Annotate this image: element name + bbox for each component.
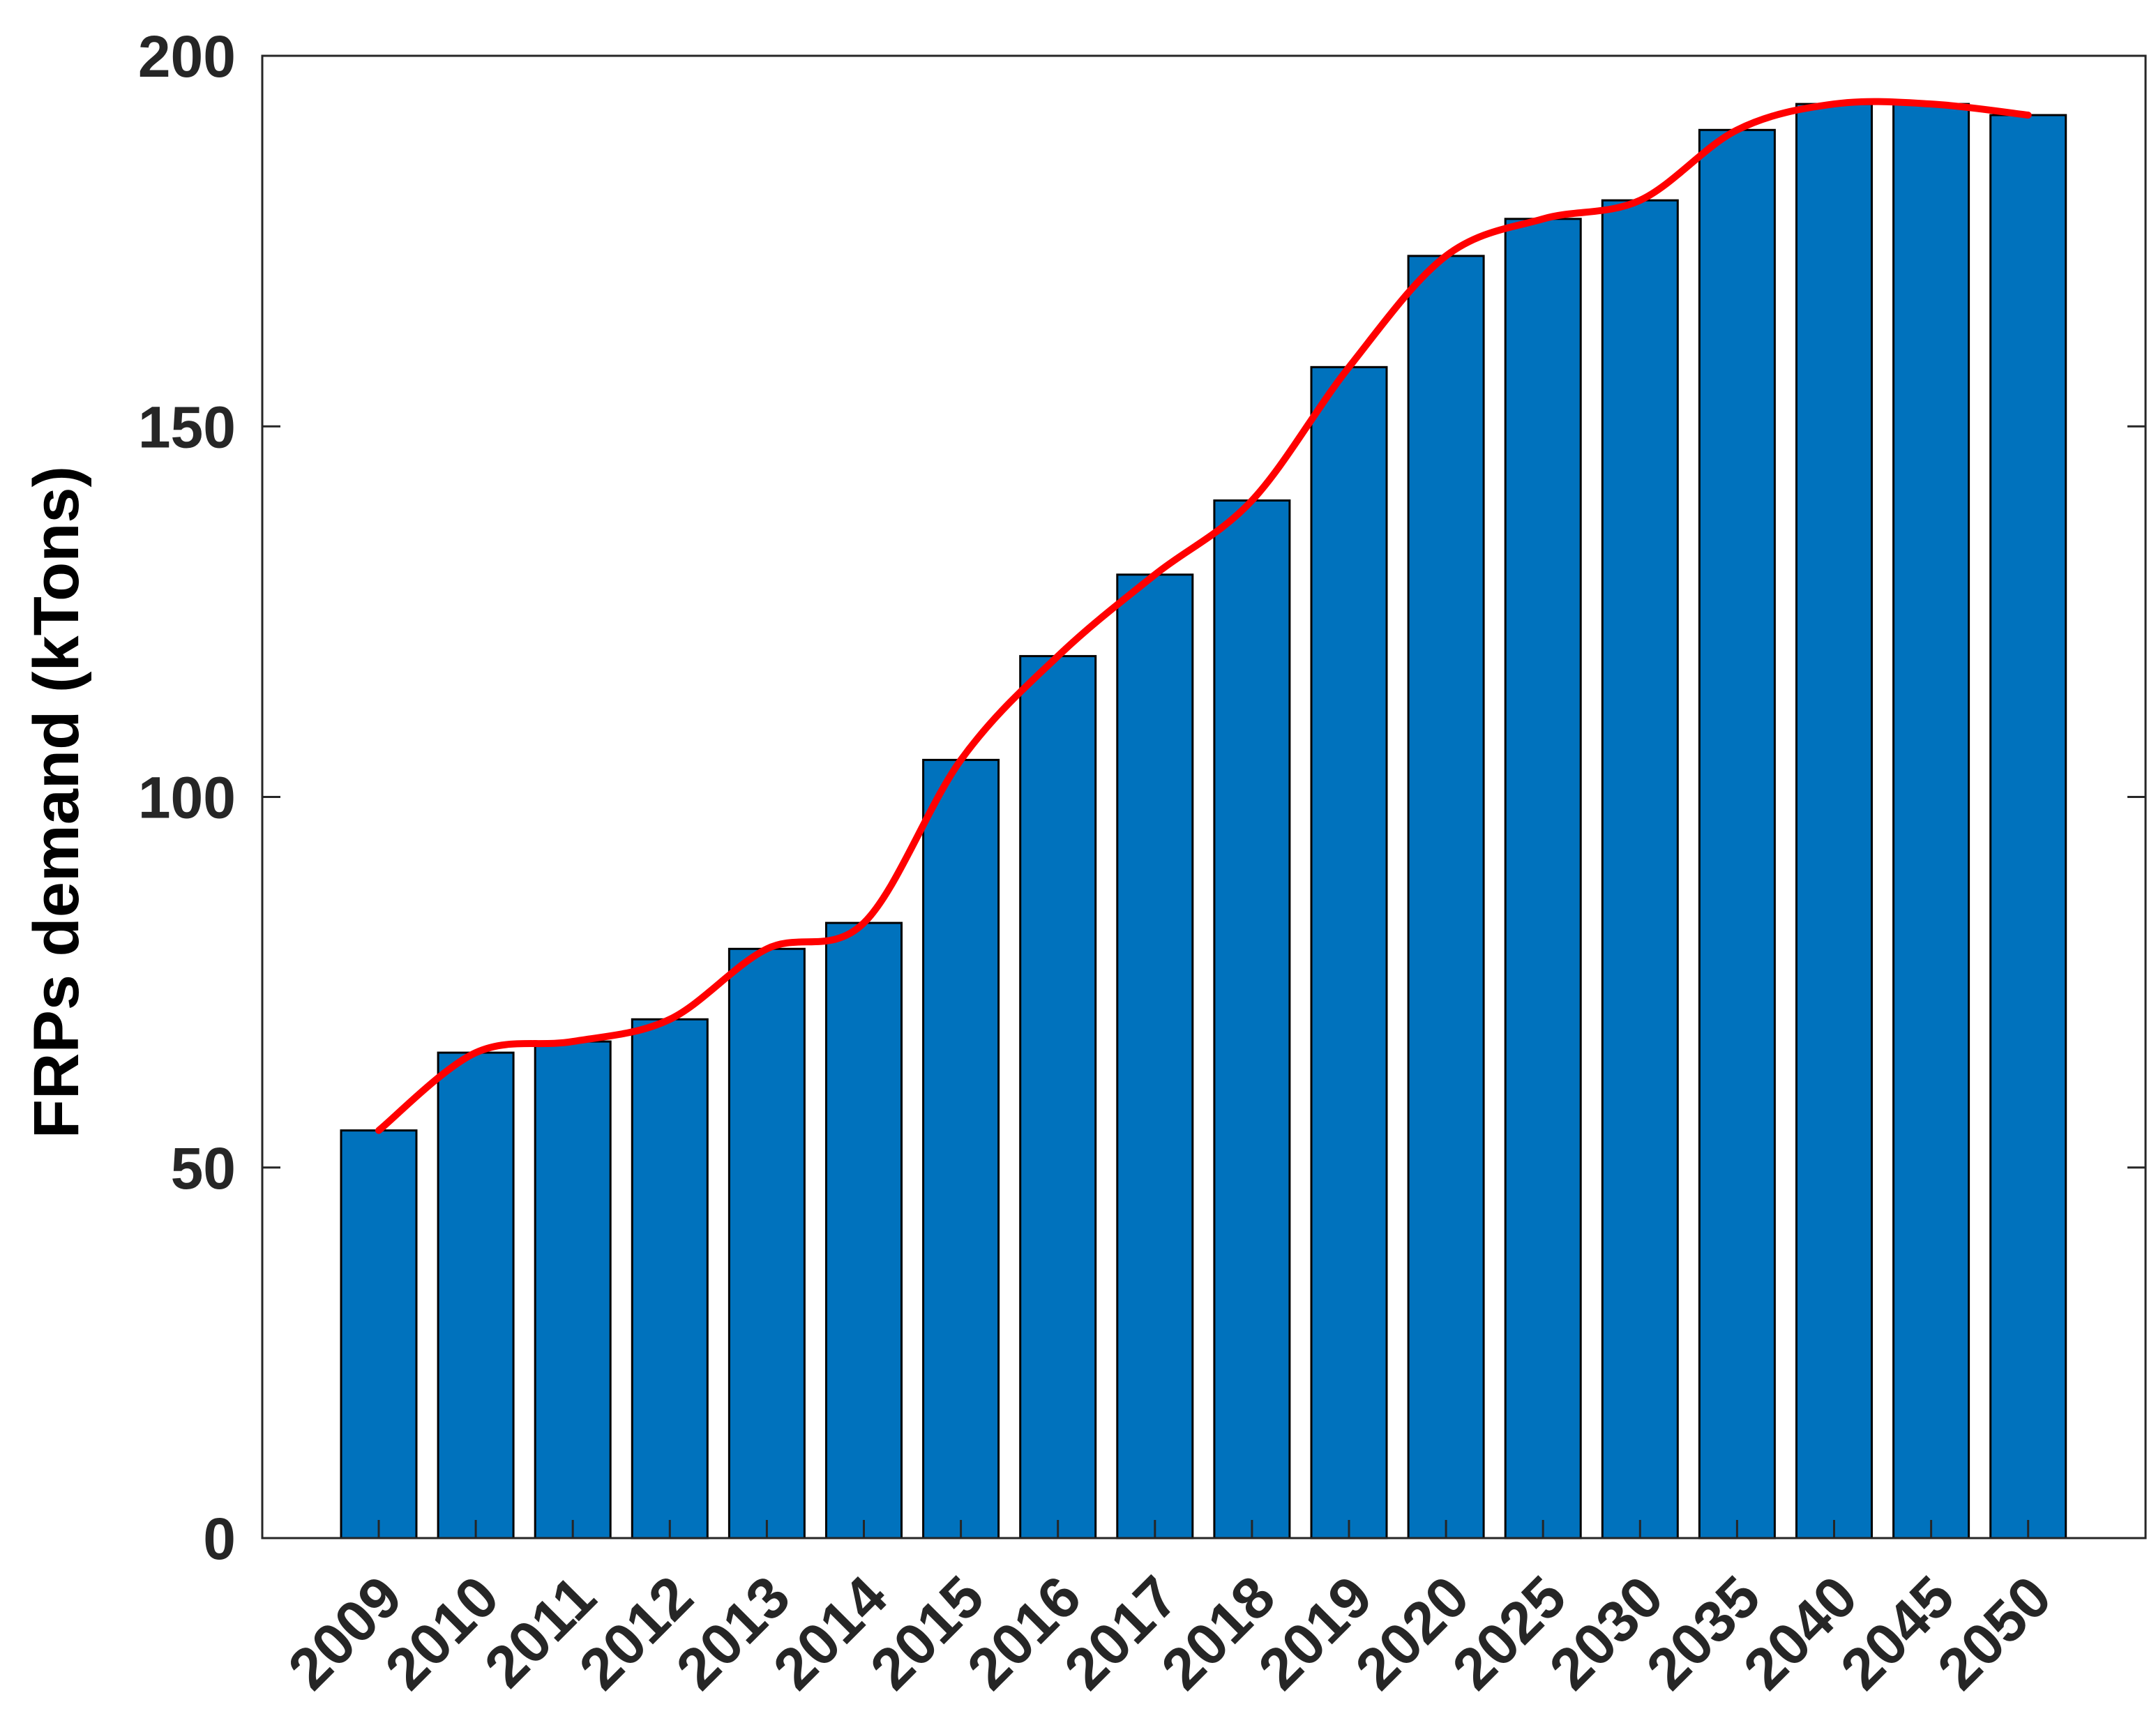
y-tick-label: 150 bbox=[138, 394, 236, 460]
y-tick-label: 100 bbox=[138, 765, 236, 831]
x-tick-label-2014: 2014 bbox=[761, 1563, 900, 1702]
axes-layer bbox=[261, 54, 2147, 1539]
y-axis-label: FRPs demand (kTons) bbox=[21, 466, 92, 1138]
bar-2025 bbox=[1504, 218, 1582, 1539]
bar-2035 bbox=[1698, 128, 1776, 1539]
bar-2015 bbox=[922, 758, 1000, 1539]
bar-2030 bbox=[1601, 199, 1679, 1539]
bar-2016 bbox=[1019, 655, 1097, 1539]
x-tick-label-2011: 2011 bbox=[472, 1563, 608, 1699]
x-tick-label-2012: 2012 bbox=[566, 1563, 705, 1702]
x-tick-label-2009: 2009 bbox=[276, 1563, 414, 1702]
bar-2018 bbox=[1213, 499, 1291, 1539]
x-tick-label-2025: 2025 bbox=[1440, 1563, 1578, 1702]
x-tick-label-2045: 2045 bbox=[1828, 1563, 1967, 1702]
bar-2050 bbox=[1989, 114, 2067, 1539]
x-tick-label-2016: 2016 bbox=[955, 1563, 1094, 1702]
bars-layer bbox=[340, 103, 2067, 1539]
x-tick-label-2013: 2013 bbox=[664, 1563, 803, 1702]
x-tick-label-2015: 2015 bbox=[858, 1563, 997, 1702]
bar-2019 bbox=[1310, 366, 1388, 1539]
trend-line bbox=[375, 98, 2032, 1134]
bar-2012 bbox=[631, 1018, 709, 1539]
y-tick-label: 0 bbox=[203, 1506, 236, 1572]
bar-2040 bbox=[1795, 103, 1873, 1539]
x-tick-label-2017: 2017 bbox=[1052, 1563, 1191, 1702]
bar-2011 bbox=[534, 1040, 612, 1539]
bar-2020 bbox=[1407, 255, 1485, 1539]
bar-2014 bbox=[825, 921, 903, 1539]
bar-2013 bbox=[728, 947, 806, 1539]
bar-2017 bbox=[1116, 573, 1194, 1539]
y-tick-label: 200 bbox=[138, 24, 236, 89]
y-tick-label: 50 bbox=[171, 1136, 236, 1201]
x-tick-label-2010: 2010 bbox=[372, 1563, 511, 1702]
x-tick-label-2035: 2035 bbox=[1634, 1563, 1773, 1702]
bar-2009 bbox=[340, 1129, 418, 1539]
x-tick-label-2030: 2030 bbox=[1537, 1563, 1675, 1702]
x-tick-label-2020: 2020 bbox=[1343, 1563, 1482, 1702]
x-tick-label-2019: 2019 bbox=[1246, 1563, 1385, 1702]
x-tick-label-2018: 2018 bbox=[1149, 1563, 1288, 1702]
x-tick-label-2050: 2050 bbox=[1925, 1563, 2064, 1702]
x-tick-label-2040: 2040 bbox=[1731, 1563, 1870, 1702]
bar-2045 bbox=[1892, 103, 1970, 1539]
trend-line-layer bbox=[375, 98, 2032, 1134]
bar-2010 bbox=[437, 1051, 515, 1539]
